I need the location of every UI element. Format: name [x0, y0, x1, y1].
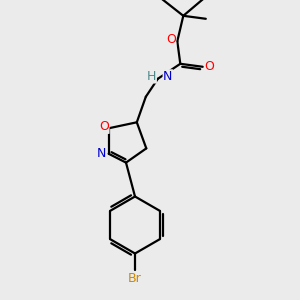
Text: O: O [99, 120, 109, 133]
Text: Br: Br [128, 272, 142, 286]
Text: O: O [166, 33, 175, 46]
Text: H: H [147, 70, 156, 83]
Text: O: O [205, 60, 214, 73]
Text: N: N [97, 147, 106, 160]
Text: N: N [163, 70, 172, 83]
